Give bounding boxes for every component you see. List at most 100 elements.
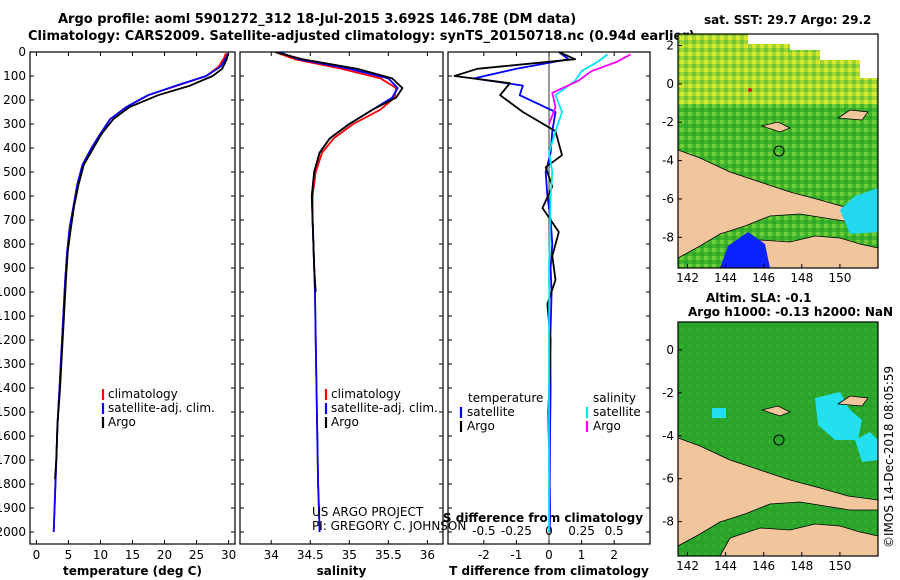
project-credit: US ARGO PROJECT: [312, 505, 424, 519]
depth-tick-label: 1400: [0, 381, 26, 395]
sst-map-title: sat. SST: 29.7 Argo: 29.2: [704, 13, 871, 27]
new-guinea-land: [678, 437, 878, 547]
x-axis-label: salinity: [317, 564, 367, 578]
argo-location-marker: [773, 434, 785, 446]
island: [760, 405, 791, 417]
altimetry-title-heights: Argo h1000: -0.13 h2000: NaN: [688, 305, 893, 319]
sst-cool-water: [720, 232, 770, 268]
altimetry-title-sla: Altim. SLA: -0.1: [706, 291, 812, 305]
depth-tick-label: 2000: [0, 525, 26, 539]
legend-label: satellite-adj. clim.: [108, 401, 215, 415]
map-y-tick-label: -4: [662, 154, 674, 168]
series-group: [453, 52, 631, 533]
sst-missing-data: [748, 34, 878, 78]
x-tick-label: 35: [342, 548, 357, 562]
x-tick-label: 34.5: [297, 548, 324, 562]
x2-tick-label: -0.5: [472, 524, 495, 538]
map-y-tick-label: -8: [662, 230, 674, 244]
legend-label: climatology: [331, 387, 401, 401]
x-tick-label: 0: [33, 548, 41, 562]
sst-map-frame: [677, 33, 879, 269]
x2-tick-label: -0.25: [501, 524, 532, 538]
x-axis-label: T difference from climatology: [449, 564, 649, 578]
depth-tick-label: 1900: [0, 501, 26, 515]
series-line-argo: [54, 54, 229, 480]
map-y-tick-label: 0: [666, 343, 674, 357]
sst-cyan-water: [840, 188, 878, 234]
x-tick-label: 5: [65, 548, 73, 562]
argo-location-marker: [773, 145, 785, 157]
x2-axis-label: S difference from climatology: [443, 511, 643, 525]
altimetry-map-ticks: 142 144 146 148 150 0 -2 -4 -6 -8: [662, 343, 851, 573]
legend-label: satellite-adj. clim.: [331, 401, 438, 415]
map-x-tick-label: 146: [752, 271, 775, 285]
series-line-s-argo: [548, 53, 631, 125]
depth-tick-label: 1300: [0, 357, 26, 371]
map-y-tick-label: -6: [662, 192, 674, 206]
x-tick-label: 30: [221, 548, 236, 562]
chart-title-line2: Climatology: CARS2009. Satellite-adjuste…: [28, 29, 695, 44]
x-tick-label: 10: [93, 548, 108, 562]
series-group: [274, 52, 404, 533]
legend-label: Argo: [467, 419, 495, 433]
sla-positive-anomaly: [815, 392, 862, 440]
depth-tick-label: 800: [3, 237, 26, 251]
map-y-tick-label: -4: [662, 429, 674, 443]
depth-tick-label: 700: [3, 213, 26, 227]
map-y-tick-label: 0: [666, 77, 674, 91]
map-x-tick-label: 142: [676, 559, 699, 573]
legend-title-salinity: salinity: [593, 391, 636, 405]
chart-title-line1: Argo profile: aoml 5901272_312 18-Jul-20…: [58, 12, 577, 27]
depth-tick-label: 500: [3, 165, 26, 179]
x-axis-label: temperature (deg C): [63, 564, 202, 578]
map-y-tick-label: 2: [666, 39, 674, 53]
depth-tick-label: 200: [3, 93, 26, 107]
x2-tick-label: 0.5: [605, 524, 624, 538]
x2-tick-label: 0.25: [568, 524, 595, 538]
map-x-tick-label: 150: [828, 559, 851, 573]
depth-tick-label: 900: [3, 261, 26, 275]
depth-tick-label: 1700: [0, 453, 26, 467]
australia-land: [719, 523, 878, 556]
x-tick-label: 36: [420, 548, 435, 562]
map-x-tick-label: 144: [714, 271, 737, 285]
depth-tick-label: 1100: [0, 309, 26, 323]
sla-positive-anomaly: [855, 432, 878, 462]
map-y-tick-label: -6: [662, 472, 674, 486]
map-x-tick-label: 148: [790, 271, 813, 285]
legend-label: Argo: [108, 415, 136, 429]
map-x-tick-label: 150: [828, 271, 851, 285]
depth-tick-label: 1200: [0, 333, 26, 347]
sst-map-ticks: 142 144 146 148 150 2 0 -2 -4 -6 -8: [662, 39, 851, 285]
legend-label: Argo: [331, 415, 359, 429]
x-tick-label: 1: [578, 548, 586, 562]
island: [760, 121, 791, 133]
depth-tick-label: 1000: [0, 285, 26, 299]
legend-label: climatology: [108, 387, 178, 401]
sst-map: [677, 33, 879, 269]
map-y-tick-label: -2: [662, 115, 674, 129]
depth-tick-label: 300: [3, 117, 26, 131]
temperature-panel: 0100200300400500600700800900100011001200…: [0, 45, 236, 578]
sst-hotspot: [748, 88, 752, 92]
salinity-panel: 34 34.5 35 35.5 36 salinity climatologysatelli…: [239, 51, 444, 578]
series-group: [52, 52, 229, 533]
x-tick-label: -2: [478, 548, 490, 562]
series-line-t-argo: [453, 52, 576, 449]
map-x-tick-label: 146: [752, 559, 775, 573]
x-tick-label: 20: [157, 548, 172, 562]
imos-credit: ©IMOS 14-Dec-2018 08:05:59: [882, 366, 896, 548]
pi-credit: PI: GREGORY C. JOHNSON: [312, 519, 466, 533]
map-x-tick-label: 148: [790, 559, 813, 573]
map-x-tick-label: 144: [714, 559, 737, 573]
depth-tick-label: 1800: [0, 477, 26, 491]
altimetry-map-frame: [677, 321, 879, 557]
series-line-argo: [274, 52, 404, 293]
legend-title-temperature: temperature: [468, 391, 543, 405]
depth-tick-label: 1600: [0, 429, 26, 443]
depth-tick-label: 100: [3, 69, 26, 83]
x-tick-label: 0: [545, 548, 553, 562]
map-y-tick-label: -8: [662, 515, 674, 529]
island: [836, 109, 869, 121]
